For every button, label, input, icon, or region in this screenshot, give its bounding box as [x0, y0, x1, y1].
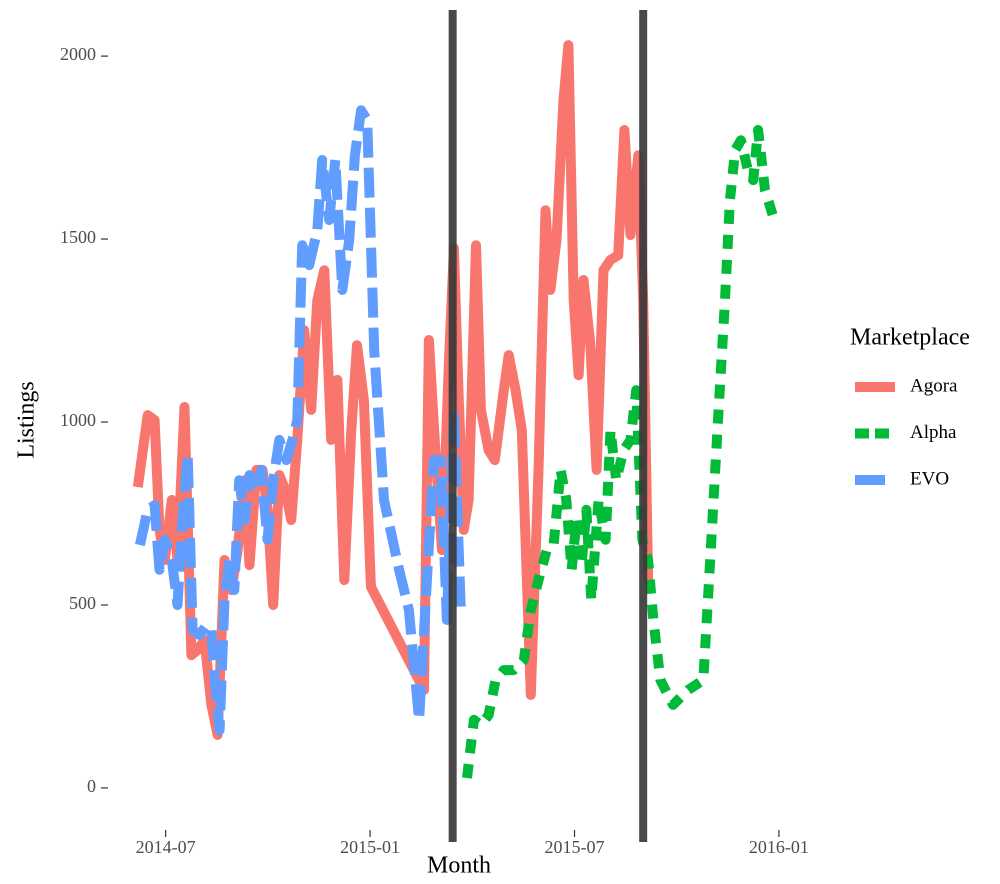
y-tick-label: 1000: [60, 410, 96, 430]
legend-title: Marketplace: [850, 325, 970, 351]
series-line: [135, 105, 466, 736]
y-tick-label: 0: [87, 776, 96, 796]
x-tick-label: 2016-01: [749, 837, 809, 857]
y-axis-title: Listings: [14, 381, 40, 458]
x-tick-label: 2015-07: [545, 837, 605, 857]
series-line: [462, 125, 778, 779]
y-tick-label: 1500: [60, 227, 96, 247]
y-tick-label: 500: [69, 593, 96, 613]
legend-label: Alpha: [910, 422, 957, 443]
legend-label: Agora: [910, 375, 958, 396]
legend-label: EVO: [910, 468, 949, 489]
x-axis-title: Month: [427, 853, 491, 879]
x-tick-label: 2014-07: [136, 837, 196, 857]
x-tick-label: 2015-01: [340, 837, 400, 857]
y-tick-label: 2000: [60, 44, 96, 64]
